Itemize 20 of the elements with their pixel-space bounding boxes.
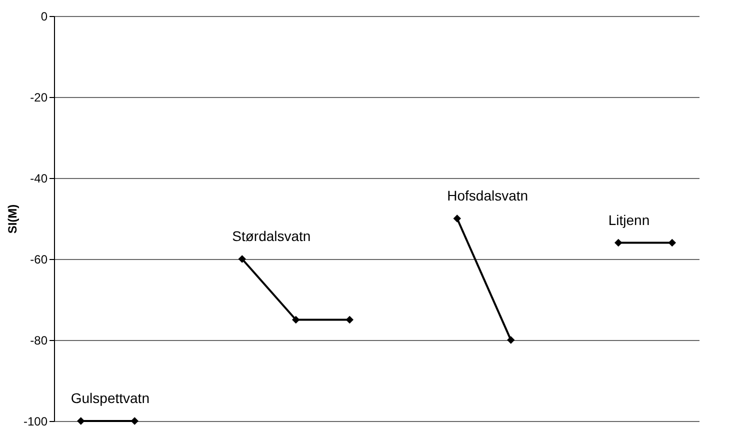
point <box>346 316 354 324</box>
point <box>238 255 246 263</box>
y-tick-label: -40 <box>30 172 48 186</box>
series-label: Litjenn <box>608 212 650 228</box>
series-label: Hofsdalsvatn <box>447 188 528 204</box>
point <box>130 417 138 425</box>
y-tick-label: 0 <box>40 10 48 24</box>
point <box>668 238 676 247</box>
y-tick-label: -80 <box>30 334 48 348</box>
y-tick-label: -100 <box>23 414 48 428</box>
point <box>292 316 300 324</box>
point <box>453 214 461 222</box>
y-tick-label: -60 <box>30 252 48 266</box>
y-axis-title: SI(M) <box>5 204 20 234</box>
point <box>614 238 622 247</box>
point <box>507 336 515 344</box>
y-tick-label: -20 <box>30 90 48 104</box>
point <box>77 417 85 425</box>
series-label: Gulspettvatn <box>70 390 150 406</box>
series-label: Størdalsvatn <box>232 228 311 244</box>
